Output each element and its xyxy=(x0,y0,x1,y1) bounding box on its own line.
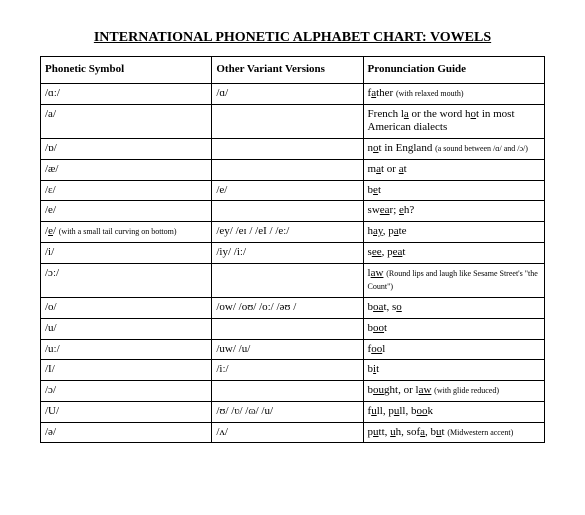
cell-variant-versions: /iy/ /iː/ xyxy=(212,242,363,263)
cell-pronunciation-guide: law (Round lips and laugh like Sesame St… xyxy=(363,263,544,298)
cell-phonetic-symbol: /o/ xyxy=(41,298,212,319)
cell-variant-versions xyxy=(212,318,363,339)
cell-variant-versions xyxy=(212,139,363,160)
cell-phonetic-symbol: /ə/ xyxy=(41,422,212,443)
cell-pronunciation-guide: see, peat xyxy=(363,242,544,263)
cell-pronunciation-guide: full, pull, book xyxy=(363,401,544,422)
page-title: INTERNATIONAL PHONETIC ALPHABET CHART: V… xyxy=(40,30,545,46)
table-row: /a/French la or the word hot in most Ame… xyxy=(41,104,545,139)
table-row: /ɔ/bought, or law (with glide reduced) xyxy=(41,381,545,402)
cell-pronunciation-guide: bought, or law (with glide reduced) xyxy=(363,381,544,402)
cell-variant-versions xyxy=(212,381,363,402)
table-row: /I//iː/bit xyxy=(41,360,545,381)
table-row: /i//iy/ /iː/see, peat xyxy=(41,242,545,263)
cell-pronunciation-guide: bet xyxy=(363,180,544,201)
cell-pronunciation-guide: hay, pate xyxy=(363,222,544,243)
cell-phonetic-symbol: /æ/ xyxy=(41,159,212,180)
table-row: /uː//uw/ /u/fool xyxy=(41,339,545,360)
cell-phonetic-symbol: /e/ (with a small tail curving on bottom… xyxy=(41,222,212,243)
cell-phonetic-symbol: /ɔː/ xyxy=(41,263,212,298)
cell-pronunciation-guide: boot xyxy=(363,318,544,339)
cell-pronunciation-guide: swear; eh? xyxy=(363,201,544,222)
cell-variant-versions: /e/ xyxy=(212,180,363,201)
table-row: /e/swear; eh? xyxy=(41,201,545,222)
header-phonetic-symbol: Phonetic Symbol xyxy=(41,57,212,84)
cell-phonetic-symbol: /ɔ/ xyxy=(41,381,212,402)
cell-pronunciation-guide: French la or the word hot in most Americ… xyxy=(363,104,544,139)
cell-variant-versions xyxy=(212,104,363,139)
table-row: /U//ʊ/ /ʋ/ /ɷ/ /u/full, pull, book xyxy=(41,401,545,422)
table-row: /ɛ//e/bet xyxy=(41,180,545,201)
cell-phonetic-symbol: /ɑː/ xyxy=(41,83,212,104)
cell-pronunciation-guide: bit xyxy=(363,360,544,381)
cell-phonetic-symbol: /U/ xyxy=(41,401,212,422)
cell-variant-versions: /uw/ /u/ xyxy=(212,339,363,360)
cell-pronunciation-guide: not in England (a sound between /ɑ/ and … xyxy=(363,139,544,160)
cell-pronunciation-guide: father (with relaxed mouth) xyxy=(363,83,544,104)
cell-variant-versions xyxy=(212,159,363,180)
table-row: /e/ (with a small tail curving on bottom… xyxy=(41,222,545,243)
header-variant-versions: Other Variant Versions xyxy=(212,57,363,84)
table-row: /u/boot xyxy=(41,318,545,339)
table-row: /ɑː//ɑ/father (with relaxed mouth) xyxy=(41,83,545,104)
cell-pronunciation-guide: fool xyxy=(363,339,544,360)
cell-phonetic-symbol: /ɛ/ xyxy=(41,180,212,201)
table-row: /æ/mat or at xyxy=(41,159,545,180)
cell-pronunciation-guide: putt, uh, sofa, but (Midwestern accent) xyxy=(363,422,544,443)
cell-variant-versions: /ʊ/ /ʋ/ /ɷ/ /u/ xyxy=(212,401,363,422)
cell-phonetic-symbol: /i/ xyxy=(41,242,212,263)
cell-variant-versions: /ey/ /eɪ / /eI / /eː/ xyxy=(212,222,363,243)
cell-variant-versions: /iː/ xyxy=(212,360,363,381)
table-row: /ə//ʌ/putt, uh, sofa, but (Midwestern ac… xyxy=(41,422,545,443)
cell-pronunciation-guide: boat, so xyxy=(363,298,544,319)
cell-phonetic-symbol: /I/ xyxy=(41,360,212,381)
cell-phonetic-symbol: /uː/ xyxy=(41,339,212,360)
cell-phonetic-symbol: /e/ xyxy=(41,201,212,222)
cell-variant-versions xyxy=(212,263,363,298)
table-row: /ɒ/not in England (a sound between /ɑ/ a… xyxy=(41,139,545,160)
cell-phonetic-symbol: /u/ xyxy=(41,318,212,339)
vowel-chart-table: Phonetic Symbol Other Variant Versions P… xyxy=(40,56,545,443)
cell-pronunciation-guide: mat or at xyxy=(363,159,544,180)
cell-phonetic-symbol: /ɒ/ xyxy=(41,139,212,160)
cell-variant-versions xyxy=(212,201,363,222)
cell-variant-versions: /ʌ/ xyxy=(212,422,363,443)
cell-variant-versions: /ow/ /oʊ/ /oː/ /əʊ / xyxy=(212,298,363,319)
table-row: /o//ow/ /oʊ/ /oː/ /əʊ /boat, so xyxy=(41,298,545,319)
table-header-row: Phonetic Symbol Other Variant Versions P… xyxy=(41,57,545,84)
cell-phonetic-symbol: /a/ xyxy=(41,104,212,139)
header-pronunciation-guide: Pronunciation Guide xyxy=(363,57,544,84)
cell-variant-versions: /ɑ/ xyxy=(212,83,363,104)
table-row: /ɔː/law (Round lips and laugh like Sesam… xyxy=(41,263,545,298)
